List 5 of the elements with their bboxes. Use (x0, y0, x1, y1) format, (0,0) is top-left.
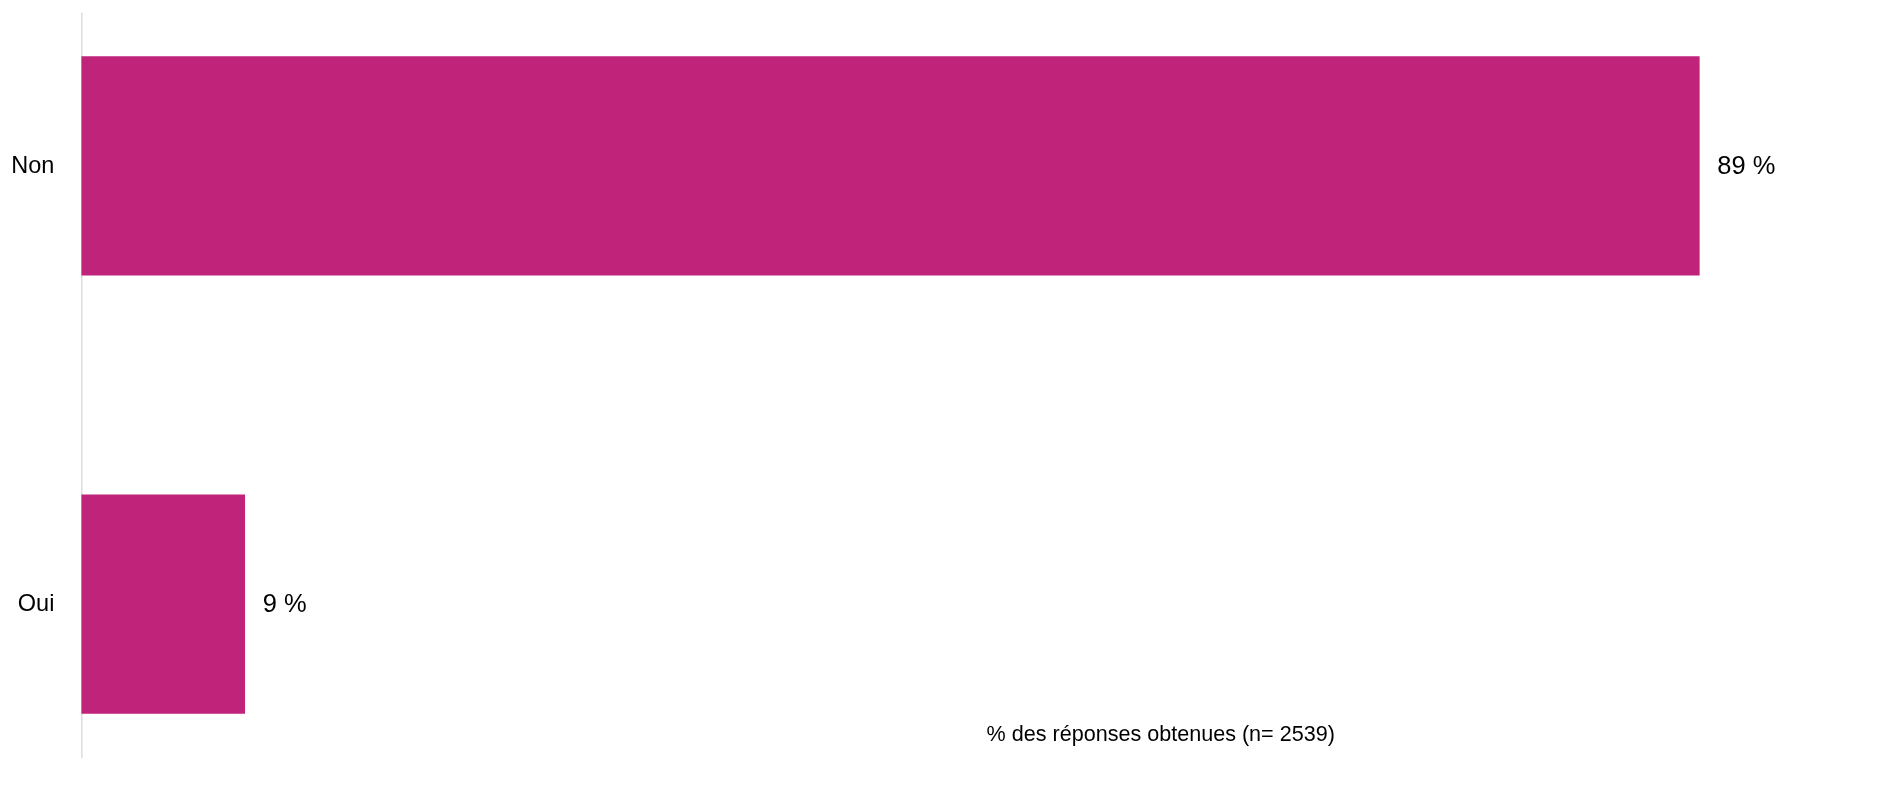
data-label: 89 % (1717, 150, 1776, 179)
y-tick-label: Oui (17, 590, 55, 617)
y-tick-label: Non (11, 151, 55, 178)
data-label: 9 % (262, 589, 307, 618)
x-axis-title: % des réponses obtenues (n= 2539) (986, 720, 1335, 746)
